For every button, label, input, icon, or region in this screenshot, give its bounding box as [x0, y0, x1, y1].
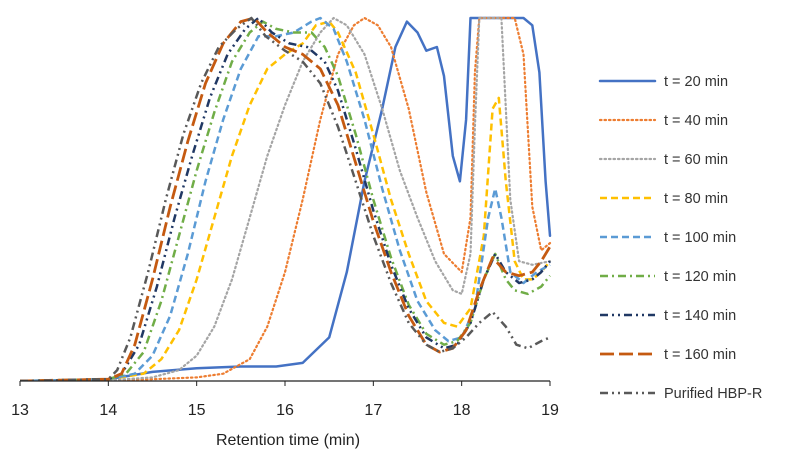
x-tick-label: 14 [99, 402, 117, 419]
legend-label: t = 140 min [664, 308, 736, 324]
series-line-t-40-min [20, 16, 552, 381]
x-tick-label: 17 [364, 402, 382, 419]
series-line-purified-hbp-r [20, 16, 551, 381]
series-line-t-120-min [20, 20, 551, 381]
legend-item-t-100-min: t = 100 min [600, 230, 736, 246]
series-line-t-140-min [20, 16, 551, 381]
x-tick-label: 13 [11, 402, 29, 419]
legend-label: t = 120 min [664, 269, 736, 285]
legend-item-t-160-min: t = 160 min [600, 347, 736, 363]
legend-item-purified-hbp-r: Purified HBP-R [600, 386, 762, 402]
legend-item-t-20-min: t = 20 min [598, 74, 728, 90]
x-tick-label: 19 [541, 402, 559, 419]
legend-label: t = 100 min [664, 230, 736, 246]
series-line-t-60-min [20, 16, 552, 381]
legend-item-t-120-min: t = 120 min [600, 269, 736, 285]
legend-label: t = 80 min [664, 191, 728, 207]
series-line-t-80-min [20, 20, 551, 381]
legend: t = 20 min t = 40 min t = 60 min t = 80 min… [598, 74, 762, 402]
legend-item-t-40-min: t = 40 min [598, 113, 728, 129]
x-axis-title: Retention time (min) [216, 432, 360, 449]
legend-label: Purified HBP-R [664, 386, 762, 402]
legend-item-t-80-min: t = 80 min [600, 191, 728, 207]
legend-label: t = 40 min [664, 113, 728, 129]
series-line-t-20-min [20, 16, 552, 381]
plot-area [20, 16, 552, 381]
legend-label: t = 160 min [664, 347, 736, 363]
legend-item-t-60-min: t = 60 min [598, 152, 728, 168]
series-line-t-100-min [20, 16, 551, 381]
legend-label: t = 60 min [664, 152, 728, 168]
x-tick-label: 15 [188, 402, 206, 419]
legend-label: t = 20 min [664, 74, 728, 90]
x-axis-ticks: 13 14 15 16 17 18 19 [11, 381, 559, 419]
series-line-t-160-min [20, 16, 552, 381]
x-tick-label: 16 [276, 402, 294, 419]
legend-item-t-140-min: t = 140 min [600, 308, 736, 324]
x-tick-label: 18 [453, 402, 471, 419]
